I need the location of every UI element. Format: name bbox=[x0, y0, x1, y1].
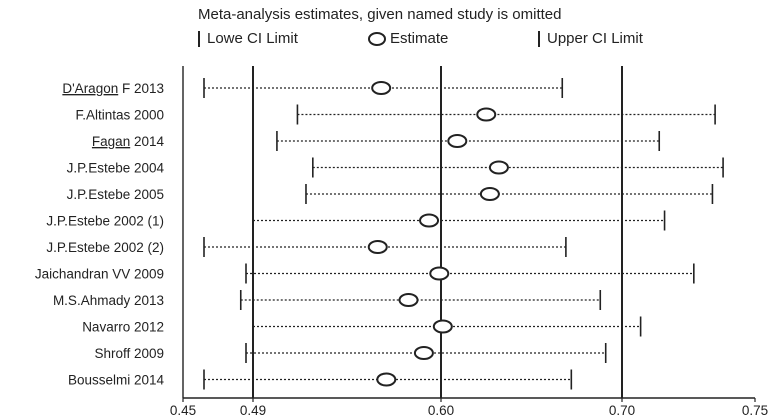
legend-lower-label: Lowe CI Limit bbox=[207, 30, 298, 47]
study-label: J.P.Estebe 2005 bbox=[67, 187, 164, 202]
study-label: F.Altintas 2000 bbox=[75, 108, 164, 123]
study-label: Fagan 2014 bbox=[92, 134, 165, 149]
estimate-marker bbox=[419, 213, 440, 228]
legend-upper: Upper CI Limit bbox=[538, 30, 643, 47]
legend-estimate: Estimate bbox=[368, 30, 448, 47]
estimate-marker bbox=[476, 107, 497, 122]
estimate-icon bbox=[368, 31, 386, 46]
study-label: Navarro 2012 bbox=[82, 320, 164, 335]
study-label: D'Aragon F 2013 bbox=[62, 81, 164, 96]
estimate-marker bbox=[432, 319, 453, 334]
x-tick-label: 0.49 bbox=[240, 403, 266, 418]
study-label: Jaichandran VV 2009 bbox=[35, 267, 164, 282]
x-tick-label: 0.75 bbox=[742, 403, 768, 418]
study-label-first-word: Fagan bbox=[92, 134, 130, 149]
x-tick-label: 0.70 bbox=[609, 403, 635, 418]
estimate-marker bbox=[429, 266, 450, 281]
estimate-marker bbox=[371, 81, 392, 95]
study-label: J.P.Estebe 2002 (2) bbox=[46, 240, 164, 255]
estimate-marker bbox=[376, 372, 397, 387]
x-tick-label: 0.45 bbox=[170, 403, 196, 418]
estimate-marker bbox=[398, 293, 419, 307]
study-label: J.P.Estebe 2004 bbox=[67, 161, 165, 176]
study-label: M.S.Ahmady 2013 bbox=[53, 293, 164, 308]
legend-upper-label: Upper CI Limit bbox=[547, 30, 643, 47]
legend-lower: Lowe CI Limit bbox=[198, 30, 298, 47]
estimate-marker bbox=[488, 160, 509, 175]
legend-estimate-label: Estimate bbox=[390, 30, 449, 47]
upper-limit-icon bbox=[538, 30, 540, 47]
chart-title: Meta-analysis estimates, given named stu… bbox=[198, 6, 562, 23]
study-label: J.P.Estebe 2002 (1) bbox=[46, 214, 164, 229]
estimate-marker bbox=[367, 240, 388, 254]
study-label: Shroff 2009 bbox=[94, 346, 164, 361]
study-label: Bousselmi 2014 bbox=[68, 373, 165, 388]
study-label-first-word: D'Aragon bbox=[62, 81, 118, 96]
x-tick-label: 0.60 bbox=[428, 403, 454, 418]
estimate-marker bbox=[479, 187, 500, 201]
estimate-marker bbox=[447, 134, 468, 148]
lower-limit-icon bbox=[198, 30, 200, 47]
estimate-marker bbox=[413, 346, 434, 360]
